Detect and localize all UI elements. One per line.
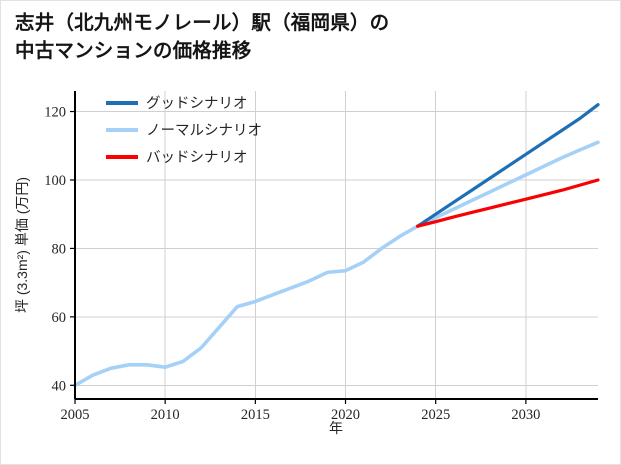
- y-tick-label: 40: [52, 378, 67, 394]
- legend-label-1[interactable]: ノーマルシナリオ: [146, 123, 262, 139]
- gridlines: [74, 91, 598, 399]
- series-line-バッドシナリオ: [416, 178, 600, 228]
- y-axis-ticks: 40 60 80 100 120: [44, 105, 75, 394]
- series-group: [73, 103, 600, 388]
- x-tick-label: 2020: [331, 407, 360, 423]
- y-tick-label: 80: [52, 241, 67, 257]
- x-tick-label: 2005: [61, 407, 90, 423]
- y-axis-title: 坪 (3.3m²) 単価 (万円): [14, 177, 30, 313]
- series-line-ノーマルシナリオ: [73, 140, 600, 388]
- y-tick-label: 120: [44, 105, 66, 121]
- y-tick-label: 60: [52, 310, 67, 326]
- legend-label-2[interactable]: バッドシナリオ: [146, 150, 248, 166]
- legend-label-0[interactable]: グッドシナリオ: [146, 95, 248, 112]
- x-tick-label: 2010: [151, 407, 180, 423]
- x-tick-label: 2015: [241, 407, 270, 423]
- x-axis-ticks: 2005 2010 2015 2020 2025 2030: [61, 399, 540, 423]
- x-axis-title: 年: [329, 420, 343, 436]
- series-line-グッドシナリオ: [416, 103, 600, 228]
- page-title: 志井（北九州モノレール）駅（福岡県）の 中古マンションの価格推移: [15, 12, 390, 62]
- x-tick-label: 2030: [511, 407, 540, 423]
- y-tick-label: 100: [44, 173, 66, 189]
- axes: [73, 91, 598, 401]
- x-tick-label: 2025: [421, 407, 450, 423]
